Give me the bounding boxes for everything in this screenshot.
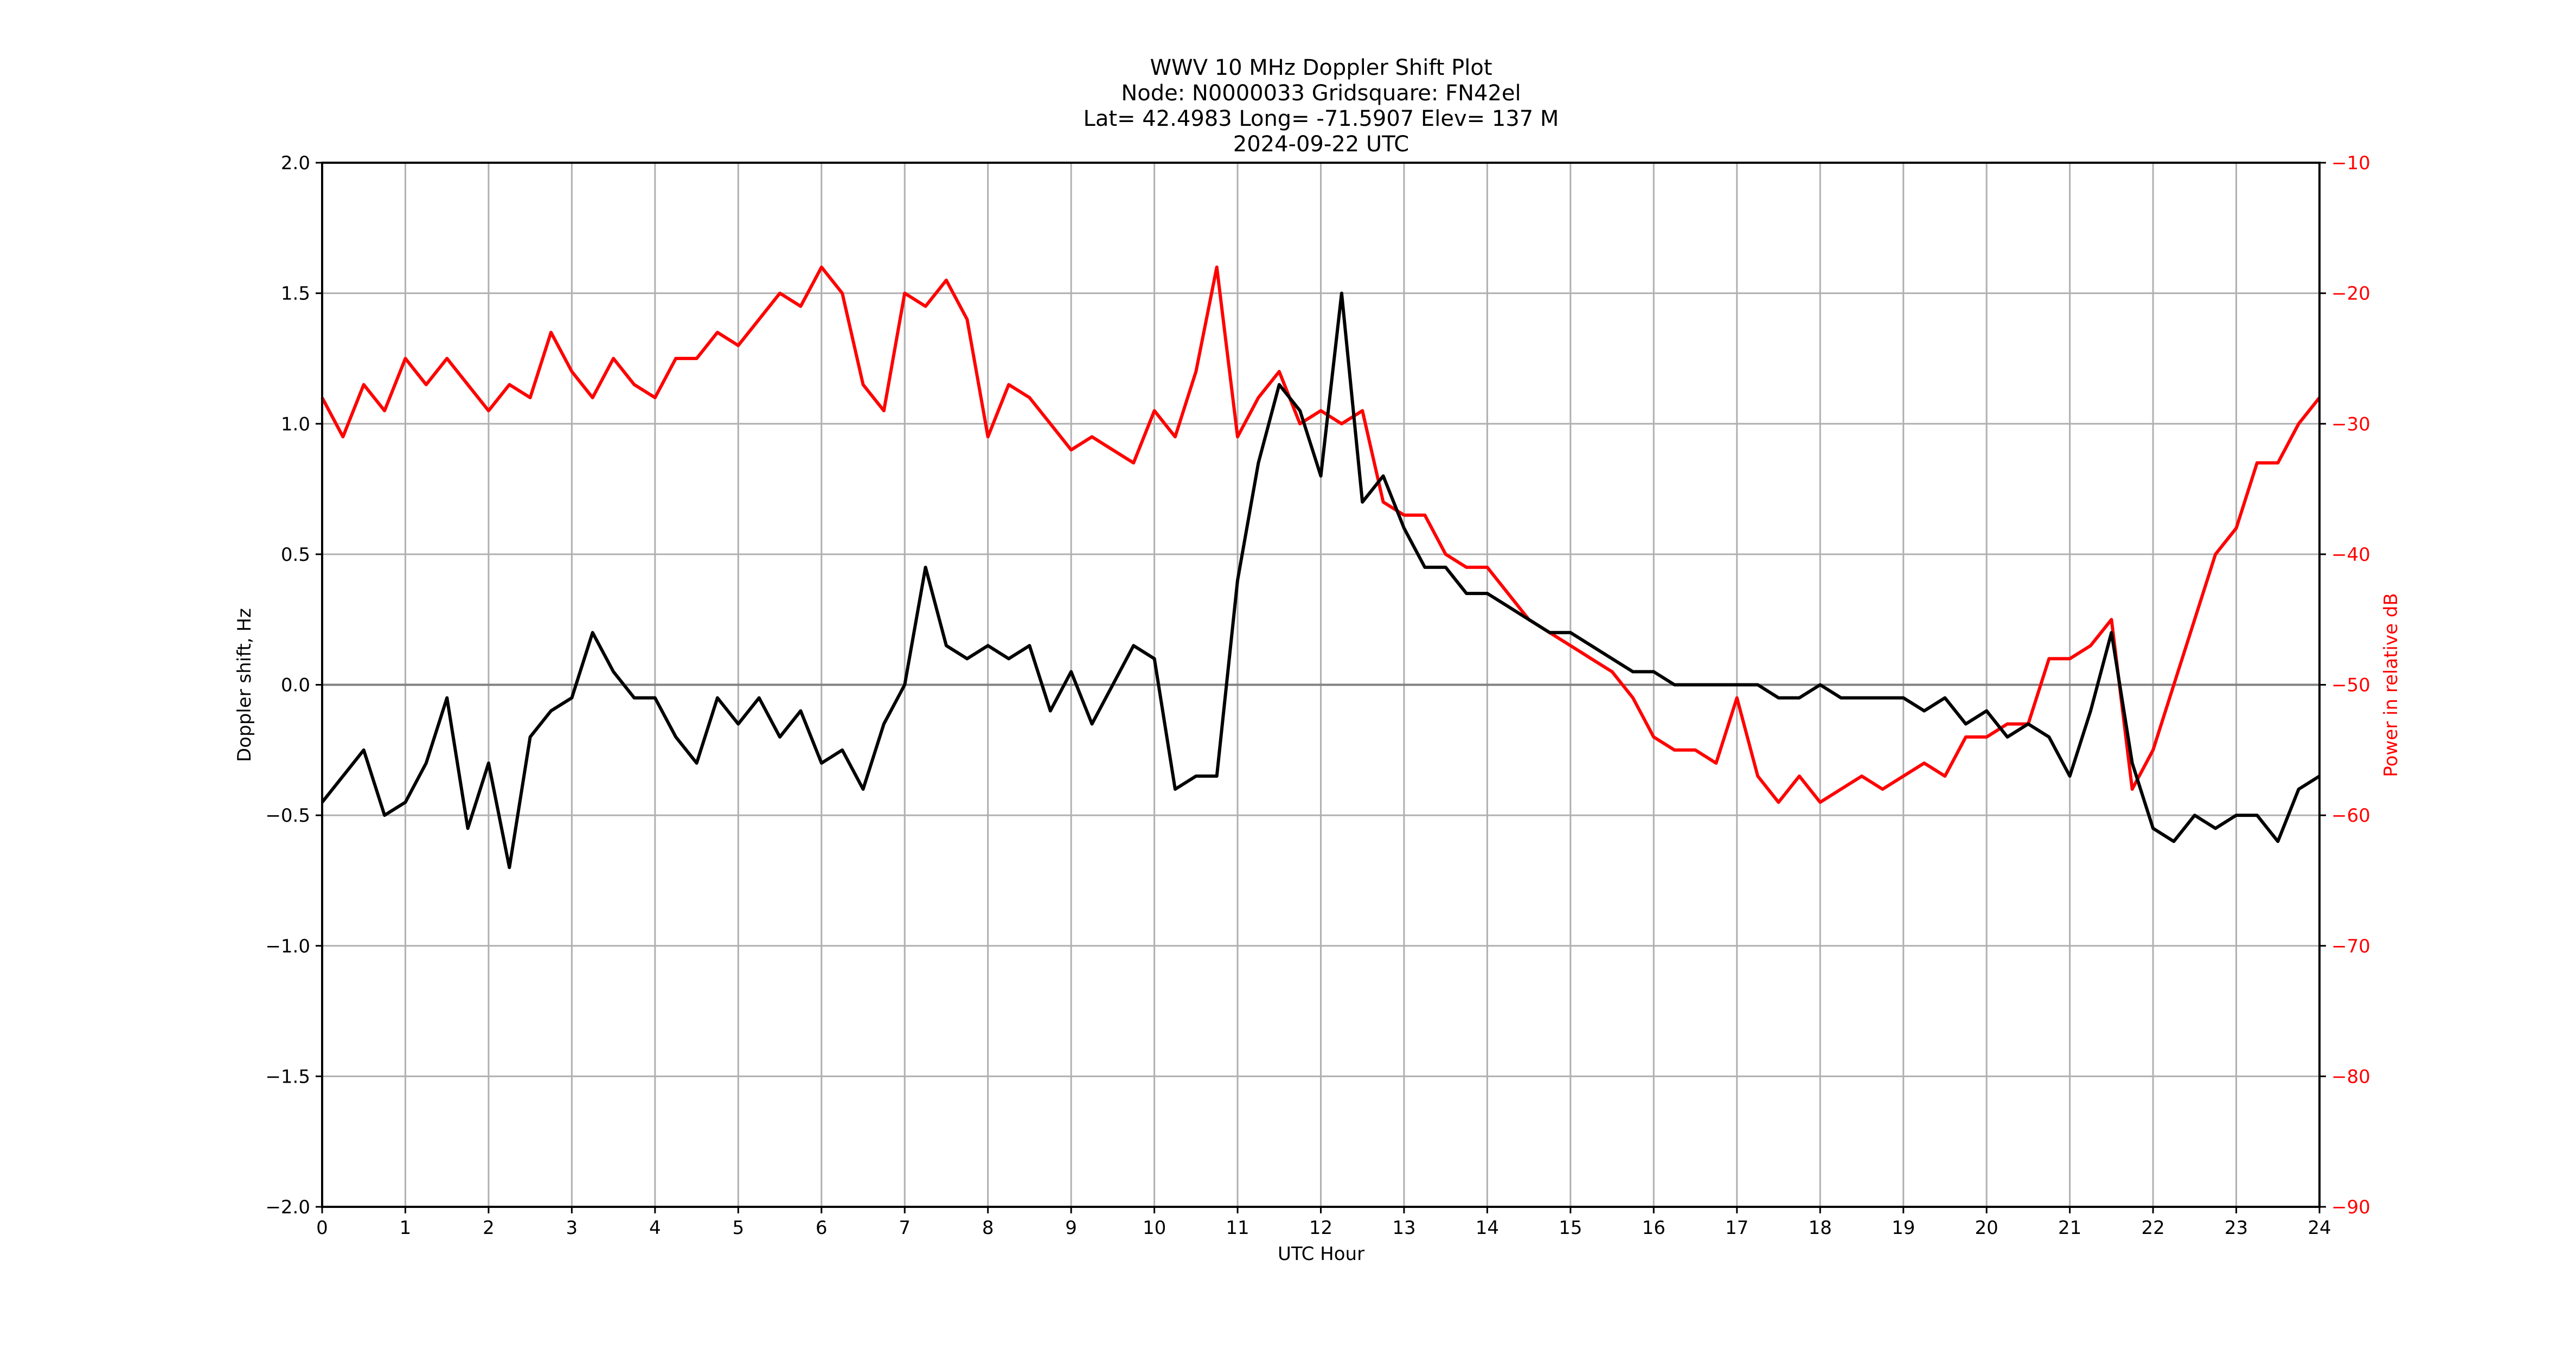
- y2-tick-label: −50: [2331, 675, 2370, 696]
- x-tick-label: 11: [1226, 1217, 1249, 1239]
- x-tick-label: 4: [649, 1217, 661, 1239]
- x-axis-label: UTC Hour: [1278, 1243, 1364, 1265]
- y-tick-label: −0.5: [265, 805, 310, 827]
- y-tick-label: 2.0: [281, 152, 310, 174]
- x-tick-label: 8: [982, 1217, 994, 1239]
- y2-tick-label: −60: [2331, 805, 2370, 827]
- y2-tick-label: −10: [2331, 152, 2370, 174]
- x-tick-label: 5: [732, 1217, 744, 1239]
- y-tick-label: 0.0: [281, 675, 310, 696]
- title-line-4: 2024-09-22 UTC: [1233, 132, 1409, 157]
- x-tick-label: 20: [1975, 1217, 1998, 1239]
- x-axis-ticks: 0 1 2 3 4 5 6 7 8 9 10 11 12 13 14 15 16 17 18 19 20 21 22 23 24: [316, 1207, 2331, 1239]
- y2-tick-label: −70: [2331, 936, 2370, 957]
- x-tick-label: 23: [2225, 1217, 2248, 1239]
- x-tick-label: 16: [1642, 1217, 1665, 1239]
- x-tick-label: 7: [899, 1217, 911, 1239]
- x-tick-label: 2: [483, 1217, 495, 1239]
- title-line-1: WWV 10 MHz Doppler Shift Plot: [1150, 55, 1492, 80]
- x-tick-label: 22: [2141, 1217, 2164, 1239]
- x-tick-label: 24: [2308, 1217, 2331, 1239]
- y-tick-label: −1.0: [265, 936, 310, 957]
- y-axis-left-ticks: −2.0 −1.5 −1.0 −0.5 0.0 0.5 1.0 1.5 2.0: [265, 152, 322, 1218]
- x-tick-label: 21: [2058, 1217, 2081, 1239]
- x-tick-label: 15: [1559, 1217, 1582, 1239]
- title-line-2: Node: N0000033 Gridsquare: FN42el: [1121, 81, 1521, 106]
- power-series-line: [321, 265, 2321, 804]
- x-tick-label: 6: [816, 1217, 828, 1239]
- y2-tick-label: −80: [2331, 1066, 2370, 1088]
- y-tick-label: 1.0: [281, 413, 310, 435]
- x-tick-label: 17: [1725, 1217, 1748, 1239]
- chart-title: WWV 10 MHz Doppler Shift Plot Node: N000…: [1084, 55, 1559, 157]
- x-tick-label: 18: [1809, 1217, 1832, 1239]
- x-tick-label: 10: [1143, 1217, 1166, 1239]
- y-tick-label: 0.5: [281, 544, 310, 566]
- x-tick-label: 0: [316, 1217, 328, 1239]
- title-line-3: Lat= 42.4983 Long= -71.5907 Elev= 137 M: [1084, 106, 1559, 131]
- x-tick-label: 9: [1065, 1217, 1077, 1239]
- x-tick-label: 1: [400, 1217, 412, 1239]
- y2-tick-label: −90: [2331, 1197, 2370, 1218]
- doppler-series-line: [321, 291, 2321, 869]
- y2-tick-label: −40: [2331, 544, 2370, 566]
- x-tick-label: 3: [566, 1217, 578, 1239]
- x-tick-label: 19: [1892, 1217, 1915, 1239]
- x-tick-label: 13: [1392, 1217, 1415, 1239]
- y-tick-label: −1.5: [265, 1066, 310, 1088]
- y-axis-left-label: Doppler shift, Hz: [234, 608, 255, 762]
- y-tick-label: 1.5: [281, 283, 310, 305]
- y-axis-right-ticks: −90 −80 −70 −60 −50 −40 −30 −20 −10: [2319, 152, 2370, 1218]
- y-tick-label: −2.0: [265, 1197, 310, 1218]
- x-tick-label: 14: [1476, 1217, 1499, 1239]
- y-axis-right-label: Power in relative dB: [2380, 593, 2402, 777]
- y2-tick-label: −20: [2331, 283, 2370, 305]
- y2-tick-label: −30: [2331, 413, 2370, 435]
- x-tick-label: 12: [1309, 1217, 1332, 1239]
